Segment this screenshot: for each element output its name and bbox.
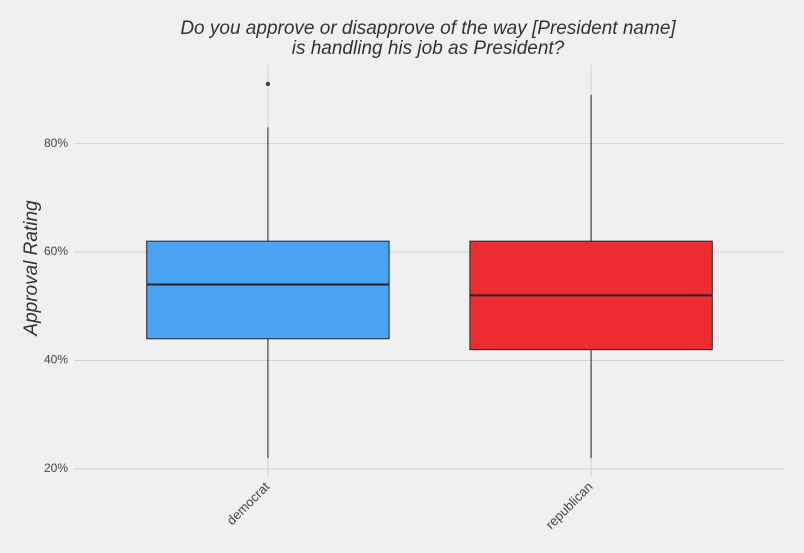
chart-title: Do you approve or disapprove of the way … [180, 18, 676, 39]
y-tick-label: 60% [44, 244, 68, 258]
outlier [265, 81, 271, 87]
chart-title: is handling his job as President? [292, 38, 565, 59]
y-tick-label: 20% [44, 461, 68, 475]
y-tick-label: 40% [44, 353, 68, 367]
box [146, 240, 390, 340]
y-tick-label: 80% [44, 136, 68, 150]
y-axis-label: Approval Rating [21, 200, 42, 337]
